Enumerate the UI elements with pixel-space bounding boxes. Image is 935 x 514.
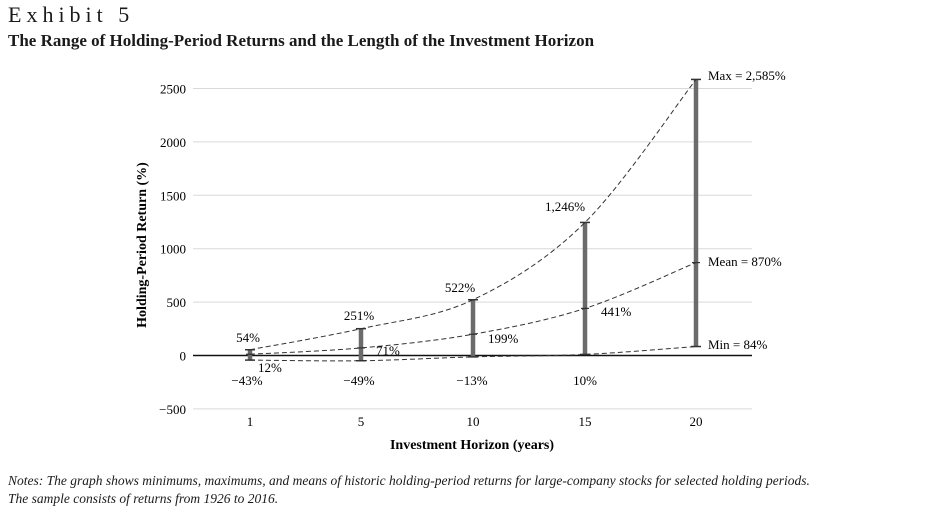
x-tick-label: 5 xyxy=(358,414,365,429)
x-tick-label: 1 xyxy=(247,414,254,429)
mean-data-label: Mean = 870% xyxy=(708,254,782,269)
x-tick-label: 15 xyxy=(579,414,592,429)
y-tick-label: 1500 xyxy=(160,188,186,203)
y-axis-title: Holding-Period Return (%) xyxy=(135,162,150,328)
x-tick-label: 10 xyxy=(467,414,480,429)
chart-title: The Range of Holding-Period Returns and … xyxy=(8,31,595,50)
min-data-label: Min = 84% xyxy=(708,337,768,352)
max-data-label: 1,246% xyxy=(545,199,585,214)
mean-series-line xyxy=(249,262,697,355)
mean-data-label: 441% xyxy=(601,304,632,319)
notes-line-2: The sample consists of returns from 1926… xyxy=(8,491,279,506)
mean-data-label: 12% xyxy=(258,360,282,375)
mean-data-label: 199% xyxy=(488,331,519,346)
y-tick-label: −500 xyxy=(159,402,186,417)
notes: Notes: The graph shows minimums, maximum… xyxy=(8,472,928,508)
max-data-label: 522% xyxy=(445,280,476,295)
min-data-label: 10% xyxy=(573,373,597,388)
mean-data-label: 71% xyxy=(376,343,400,358)
x-axis-title: Investment Horizon (years) xyxy=(390,438,554,453)
max-data-label: 251% xyxy=(344,308,375,323)
y-tick-label: 2000 xyxy=(160,135,186,150)
min-series-line xyxy=(249,346,697,362)
x-tick-label: 20 xyxy=(690,414,703,429)
min-data-label: −43% xyxy=(231,373,262,388)
y-tick-label: 2500 xyxy=(160,82,186,97)
max-data-label: 54% xyxy=(236,330,260,345)
y-tick-label: 500 xyxy=(167,295,187,310)
max-data-label: Max = 2,585% xyxy=(708,68,786,83)
y-tick-label: 1000 xyxy=(160,242,186,257)
exhibit-label: Exhibit 5 xyxy=(8,2,135,27)
min-data-label: −13% xyxy=(456,373,487,388)
min-data-label: −49% xyxy=(343,373,374,388)
notes-line-1: Notes: The graph shows minimums, maximum… xyxy=(8,473,810,488)
y-tick-label: 0 xyxy=(180,349,187,364)
max-series-line xyxy=(249,79,697,351)
